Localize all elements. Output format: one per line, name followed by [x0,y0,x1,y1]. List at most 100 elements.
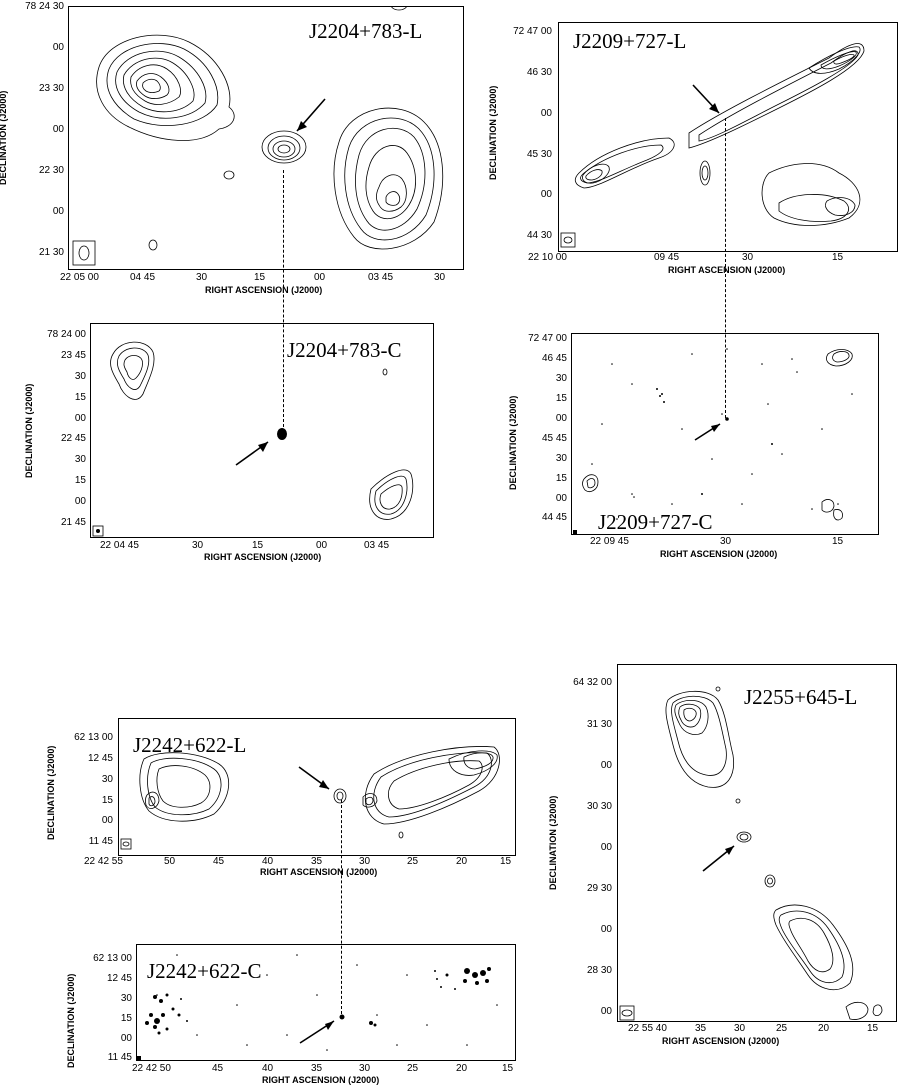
x-tick-label: 30 [720,536,732,547]
x-tick-label: 45 [212,1063,224,1074]
x-tick-label: 20 [456,856,468,867]
contour-plot [92,341,414,537]
x-tick-label: 30 [196,272,208,283]
x-tick-label: 40 [262,1063,274,1074]
y-tick-label: 46 45 [541,353,567,364]
x-tick-label: 15 [500,856,512,867]
x-tick-label: 25 [407,856,419,867]
y-tick-label: 11 45 [107,1052,132,1063]
x-tick-label: 03 45 [368,272,394,283]
x-tick-label: 22 10 00 [528,252,567,263]
contour-plot [120,746,500,850]
x-tick-label: 30 [359,856,371,867]
beam-icon [619,1005,635,1021]
small-contour [735,798,741,804]
y-tick-label: 00 [52,206,64,217]
x-tick-label: 22 05 00 [60,272,99,283]
right-lobe-contours [362,746,500,825]
noise-dots [591,348,853,520]
x-tick-label: 20 [456,1063,468,1074]
panel-title: J2204+783-C [287,338,402,362]
connector-line [341,800,342,1014]
arrow-icon [694,423,721,441]
y-tick-label: 72 47 00 [513,26,552,37]
y-tick-label: 44 45 [541,512,567,523]
y-tick-label: 28 30 [586,965,612,976]
x-tick-label: 15 [832,252,844,263]
y-tick-label: 00 [555,493,567,504]
beam-icon [72,240,96,266]
small-contour [382,368,388,376]
x-tick-label: 03 45 [364,540,390,551]
core-contours [736,831,776,888]
x-tick-label: 00 [316,540,328,551]
arrow-icon [298,766,330,790]
x-tick-label: 30 [359,1063,371,1074]
y-tick-label: 62 13 00 [74,732,113,743]
core-contours [333,788,347,804]
y-tick-label: 00 [540,189,552,200]
y-tick-label: 29 30 [586,883,612,894]
contour-plot [72,7,444,266]
x-axis-label: RIGHT ASCENSION (J2000) [668,265,786,275]
y-tick-label: 30 30 [586,801,612,812]
y-tick-label: 15 [120,1013,132,1024]
y-tick-label: 62 13 00 [93,953,132,964]
noise-dots [156,954,498,1051]
arrow-icon [235,441,269,466]
core-contours [261,130,307,164]
x-tick-label: 35 [311,856,323,867]
x-tick-label: 35 [311,1063,323,1074]
y-tick-label: 00 [74,413,86,424]
x-tick-label: 30 [434,272,446,283]
contour-plot [560,43,865,248]
y-axis-label: DECLINATION (J2000) [508,395,518,490]
y-axis-label: DECLINATION (J2000) [488,85,498,180]
connector-line [725,118,726,418]
y-tick-label: 46 30 [526,67,552,78]
left-lobe-contours [139,752,230,822]
core-dot [277,428,287,440]
y-tick-label: 15 [74,392,86,403]
y-tick-label: 31 30 [586,719,612,730]
contour-plot [619,686,883,1021]
x-tick-label: 09 45 [654,252,680,263]
right-lobe-contours [369,469,414,520]
panel-title: J2204+783-L [309,19,423,43]
arrow-icon [299,1020,335,1044]
contour-map: J2242+622-L [118,718,516,856]
y-tick-label: 78 24 30 [25,1,64,12]
y-tick-label: 44 30 [526,230,552,241]
x-tick-label: 15 [254,272,266,283]
x-tick-label: 25 [407,1063,419,1074]
x-axis-label: RIGHT ASCENSION (J2000) [660,549,778,559]
x-tick-label: 15 [867,1023,879,1034]
y-tick-label: 15 [555,393,567,404]
right-lobe-contours [333,107,444,250]
y-tick-label: 45 45 [541,433,567,444]
x-tick-label: 22 42 55 [84,856,123,867]
y-tick-label: 00 [600,842,612,853]
y-tick-label: 23 30 [38,83,64,94]
x-tick-label: 15 [252,540,264,551]
core-dot [725,417,729,421]
x-tick-label: 30 [742,252,754,263]
right-lobe-spots [369,967,491,1027]
y-tick-label: 12 45 [106,973,132,984]
small-contour [715,686,721,692]
north-lobe-contours [665,690,735,788]
x-tick-label: 35 [695,1023,707,1034]
y-axis-label: DECLINATION (J2000) [46,745,56,840]
x-tick-label: 22 55 40 [628,1023,667,1034]
y-tick-label: 72 47 00 [528,333,567,344]
x-axis-label: RIGHT ASCENSION (J2000) [260,867,378,877]
south-lobe-contours [582,474,843,521]
contour-map: J2204+783-L [68,6,464,270]
x-tick-label: 30 [192,540,204,551]
y-tick-label: 30 [555,453,567,464]
y-tick-label: 00 [555,413,567,424]
small-contour [223,170,235,180]
arrow-icon [692,84,720,114]
beam-icon [92,525,104,537]
left-lobe-contours [96,34,235,141]
